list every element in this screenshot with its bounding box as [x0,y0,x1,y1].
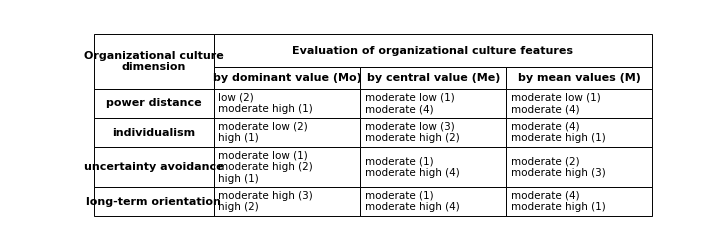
Bar [360,118,507,147]
Text: long-term orientation: long-term orientation [86,197,221,207]
Bar [213,67,360,89]
Text: Organizational culture
dimension: Organizational culture dimension [83,51,224,72]
Bar [360,187,507,216]
Text: uncertainty avoidance: uncertainty avoidance [83,162,224,172]
Bar [94,147,213,187]
Text: moderate low (3)
moderate high (2): moderate low (3) moderate high (2) [364,122,460,143]
Bar [507,187,652,216]
Bar [94,187,213,216]
Text: moderate low (1)
moderate (4): moderate low (1) moderate (4) [364,92,454,114]
Text: individualism: individualism [112,128,195,138]
Bar [94,89,213,118]
Bar [213,147,360,187]
Bar [507,89,652,118]
Text: moderate low (2)
high (1): moderate low (2) high (1) [219,122,308,143]
Text: moderate (4)
moderate high (1): moderate (4) moderate high (1) [511,122,605,143]
Bar [213,118,360,147]
Text: moderate (2)
moderate high (3): moderate (2) moderate high (3) [511,156,605,178]
Bar [507,118,652,147]
Text: moderate (4)
moderate high (1): moderate (4) moderate high (1) [511,191,605,212]
Text: moderate low (1)
moderate (4): moderate low (1) moderate (4) [511,92,600,114]
Text: Evaluation of organizational culture features: Evaluation of organizational culture fea… [293,45,574,55]
Bar [360,147,507,187]
Bar [213,187,360,216]
Text: power distance: power distance [106,98,201,108]
Text: by mean values (M): by mean values (M) [518,73,641,83]
Bar [360,89,507,118]
Bar [94,34,213,89]
Text: moderate low (1)
moderate high (2)
high (1): moderate low (1) moderate high (2) high … [219,151,313,184]
Text: by central value (Me): by central value (Me) [367,73,500,83]
Text: by dominant value (Mo): by dominant value (Mo) [213,73,362,83]
Bar [507,147,652,187]
Text: moderate (1)
moderate high (4): moderate (1) moderate high (4) [364,156,460,178]
Bar [507,67,652,89]
Bar [360,67,507,89]
Text: moderate high (3)
high (2): moderate high (3) high (2) [219,191,313,212]
Bar [213,89,360,118]
Bar [213,34,652,67]
Bar [94,118,213,147]
Text: low (2)
moderate high (1): low (2) moderate high (1) [219,92,313,114]
Text: moderate (1)
moderate high (4): moderate (1) moderate high (4) [364,191,460,212]
